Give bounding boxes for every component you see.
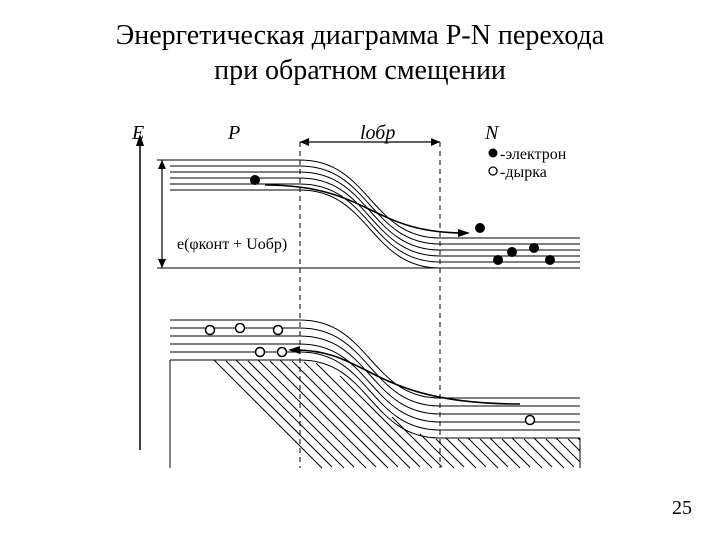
legend-hole: -дырка xyxy=(500,164,547,182)
label-P: P xyxy=(228,122,240,145)
slide-title: Энергетическая диаграмма P-N перехода пр… xyxy=(0,0,720,88)
label-l-obr: lобр xyxy=(360,122,395,145)
title-line-2: при обратном смещении xyxy=(214,55,506,86)
legend-electron: -электрон xyxy=(500,146,566,164)
slide-number: 25 xyxy=(672,497,692,520)
label-E: E xyxy=(132,122,144,145)
title-line-1: Энергетическая диаграмма P-N перехода xyxy=(116,20,604,51)
label-N: N xyxy=(485,122,498,145)
label-energy-gap: e(φконт + Uобр) xyxy=(177,236,287,254)
diagram-container: E P lобр N -электрон -дырка e(φконт + Uо… xyxy=(110,120,610,480)
